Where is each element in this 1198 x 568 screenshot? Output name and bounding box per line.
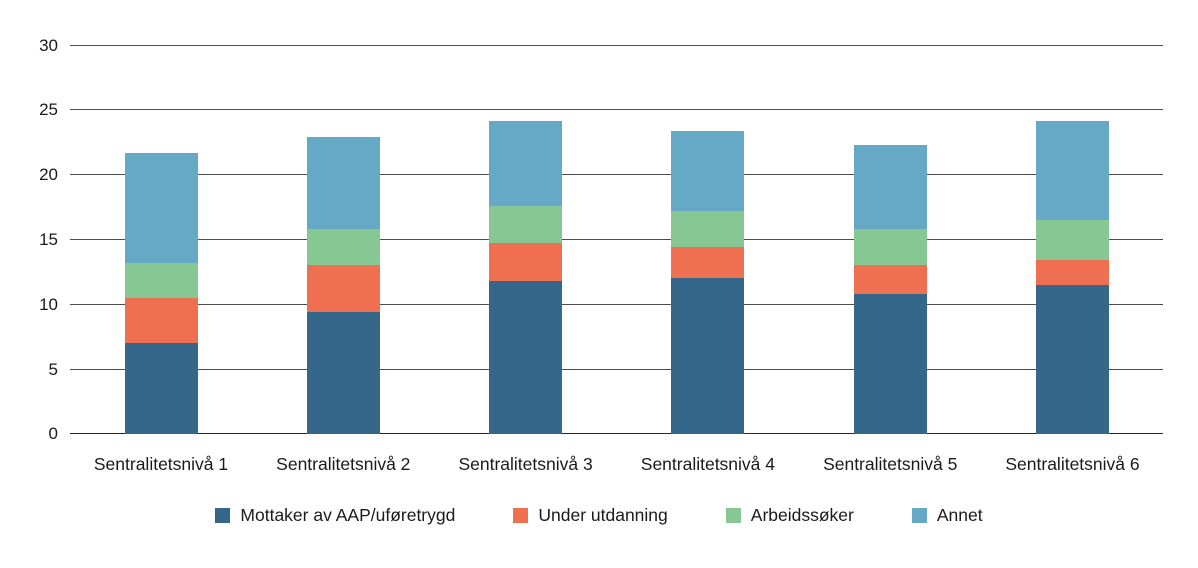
- bar-segment: [671, 210, 745, 248]
- bar-segment: [853, 144, 927, 230]
- legend-label: Mottaker av AAP/uføretrygd: [240, 505, 456, 525]
- bar-segment: [853, 229, 927, 266]
- y-axis-tick-label: 20: [39, 165, 58, 185]
- x-axis-category-label: Sentralitetsnivå 6: [1005, 454, 1140, 474]
- bar-segment: [489, 243, 563, 281]
- legend-swatch: [215, 507, 231, 523]
- x-axis-category-label: Sentralitetsnivå 2: [276, 454, 411, 474]
- x-axis-category-label: Sentralitetsnivå 1: [93, 454, 229, 474]
- x-axis-line: [70, 433, 1163, 435]
- bar-segment: [306, 311, 380, 434]
- bar-segment: [853, 293, 927, 434]
- bar-segment: [671, 247, 745, 279]
- x-axis-category-label: Sentralitetsnivå 3: [458, 454, 593, 474]
- gridline: [70, 44, 1163, 46]
- legend-swatch: [725, 507, 741, 523]
- y-axis-tick-label: 5: [48, 359, 58, 379]
- y-axis-tick-label: 0: [48, 424, 58, 444]
- bar-segment: [489, 121, 563, 206]
- bar-segment: [124, 297, 198, 344]
- gridline: [70, 174, 1163, 176]
- bar-segment: [671, 130, 745, 211]
- bar-segment: [671, 278, 745, 434]
- x-axis-category-label: Sentralitetsnivå 4: [640, 454, 776, 474]
- y-axis-tick-label: 30: [39, 35, 58, 55]
- legend-item: Arbeidssøker: [725, 505, 854, 525]
- bar-segment: [1036, 219, 1109, 261]
- bar-segment: [124, 152, 198, 263]
- gridline: [70, 109, 1163, 111]
- y-axis-tick-label: 10: [39, 294, 58, 314]
- bar-segment: [124, 343, 198, 434]
- x-axis-category-label: Sentralitetsnivå 5: [823, 454, 958, 474]
- y-axis-tick-label: 15: [39, 229, 58, 249]
- gridline: [70, 303, 1163, 305]
- bar-segment: [1036, 121, 1109, 220]
- chart-legend: Mottaker av AAP/uføretrygd Under utdannin…: [0, 505, 1198, 525]
- legend-label: Under utdanning: [538, 505, 668, 525]
- bar-segment: [853, 265, 927, 294]
- legend-label: Arbeidssøker: [750, 505, 854, 525]
- bar-segment: [489, 205, 563, 244]
- legend-swatch: [911, 507, 927, 523]
- bar-segment: [306, 137, 380, 230]
- bar-segment: [1036, 260, 1109, 285]
- y-axis-tick-label: 25: [39, 100, 58, 120]
- bar-segment: [306, 229, 380, 266]
- legend-item: Annet: [911, 505, 983, 525]
- legend-item: Mottaker av AAP/uføretrygd: [215, 505, 455, 525]
- bar-segment: [489, 280, 563, 434]
- legend-item: Under utdanning: [513, 505, 668, 525]
- legend-label: Annet: [936, 505, 983, 525]
- legend-swatch: [513, 507, 529, 523]
- gridline: [70, 238, 1163, 240]
- bar-segment: [1036, 284, 1109, 434]
- bar-segment: [306, 265, 380, 312]
- gridline: [70, 368, 1163, 370]
- bar-segment: [124, 262, 198, 298]
